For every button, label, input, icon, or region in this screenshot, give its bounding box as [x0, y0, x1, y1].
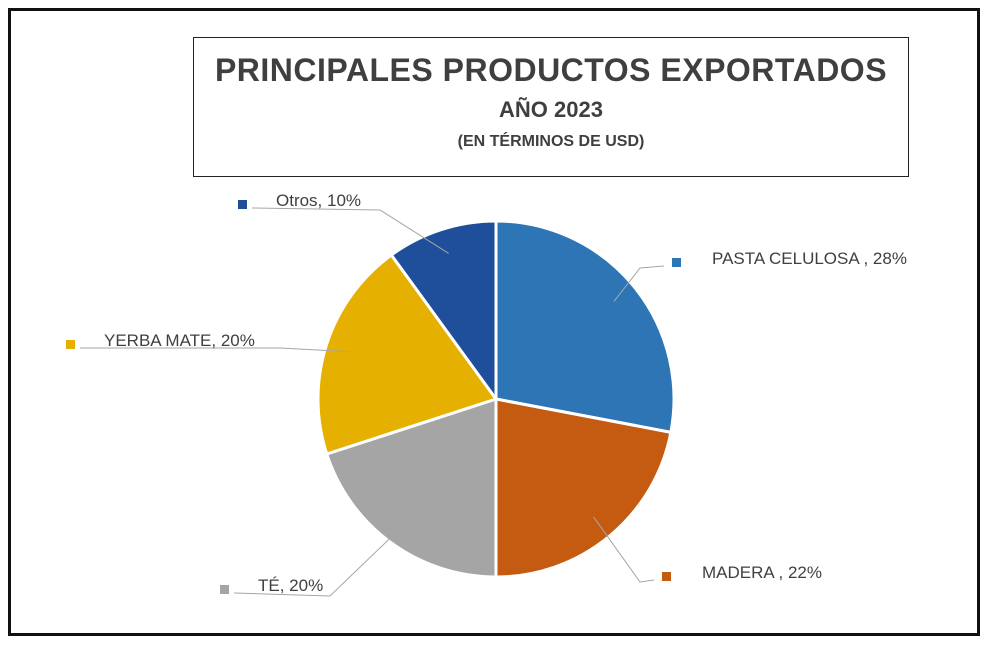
legend-marker	[220, 585, 229, 594]
leader-line	[251, 207, 449, 254]
chart-subtitle-units: (EN TÉRMINOS DE USD)	[457, 133, 645, 150]
data-label: Otros, 10%	[276, 191, 361, 210]
pie-slice-madera	[494, 397, 673, 579]
pie-slice-yerba-mate	[316, 252, 499, 456]
legend-marker	[662, 572, 671, 581]
leader-line	[593, 516, 655, 583]
leader-line	[613, 265, 665, 302]
pie-slice-otros	[389, 219, 498, 404]
data-label: PASTA CELULOSA , 28%	[712, 249, 907, 268]
legend-marker	[66, 340, 75, 349]
chart-subtitle: AÑO 2023	[499, 97, 603, 122]
legend-marker	[672, 258, 681, 267]
leader-line	[80, 347, 351, 353]
data-label: TÉ, 20%	[258, 576, 323, 595]
title-box: PRINCIPALES PRODUCTOS EXPORTADOS AÑO 202…	[193, 37, 909, 177]
data-label: YERBA MATE, 20%	[104, 331, 255, 350]
pie-slice-pasta-celulosa	[494, 219, 676, 435]
legend-marker	[238, 200, 247, 209]
data-label: MADERA , 22%	[702, 563, 822, 582]
leader-line	[233, 522, 407, 597]
chart-title: PRINCIPALES PRODUCTOS EXPORTADOS	[214, 52, 888, 88]
pie-slice-t-	[324, 396, 498, 579]
